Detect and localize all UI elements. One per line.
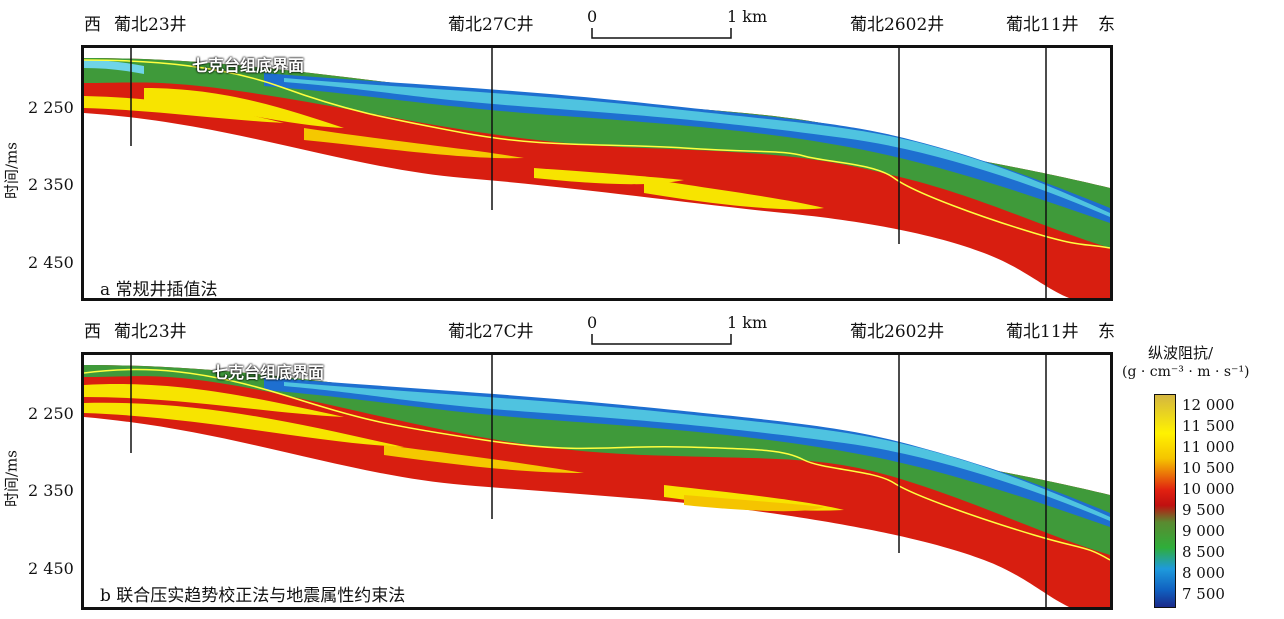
scale-end-a: 1 km (727, 7, 768, 26)
horizon-label-a: 七克台组底界面 (192, 56, 305, 75)
colorbar-tick-7500: 7 500 (1182, 585, 1225, 603)
y-axis-label-a: 时间/ms (2, 142, 21, 199)
y-axis-label-b: 时间/ms (2, 450, 21, 507)
impedance-section-a: 七克台组底界面 a 常规井插值法 (81, 45, 1113, 301)
well-label-pubei23-a: 葡北23井 (114, 15, 187, 35)
east-label-b: 东 (1098, 322, 1115, 342)
well-label-pubei27c-a: 葡北27C井 (448, 15, 534, 35)
colorbar-tick-8500: 8 500 (1182, 543, 1225, 561)
well-label-pubei23-b: 葡北23井 (114, 322, 187, 342)
colorbar-tick-12000: 12 000 (1182, 396, 1235, 414)
impedance-section-b: 七克台组底界面 b 联合压实趋势校正法与地震属性约束法 (81, 352, 1113, 610)
west-label-b: 西 (84, 322, 101, 342)
panel-caption-a: a 常规井插值法 (98, 275, 220, 298)
well-label-pubei2602-b: 葡北2602井 (850, 322, 945, 342)
colorbar-tick-11500: 11 500 (1182, 417, 1235, 435)
scale-start-a: 0 (587, 7, 598, 26)
impedance-section-a-image (84, 48, 1110, 298)
scale-bar-a (591, 28, 732, 39)
colorbar-tick-8000: 8 000 (1182, 564, 1225, 582)
scale-start-b: 0 (587, 313, 598, 332)
colorbar-tick-9500: 9 500 (1182, 501, 1225, 519)
y-tick-a-2250: 2 250 (28, 98, 74, 117)
colorbar-tick-11000: 11 000 (1182, 438, 1235, 456)
legend-title-line2: (g · cm⁻³ · m · s⁻¹) (1122, 364, 1250, 380)
west-label-a: 西 (84, 15, 101, 35)
colorbar-tick-9000: 9 000 (1182, 522, 1225, 540)
y-tick-a-2350: 2 350 (28, 175, 74, 194)
well-label-pubei2602-a: 葡北2602井 (850, 15, 945, 35)
y-tick-b-2250: 2 250 (28, 404, 74, 423)
y-tick-a-2450: 2 450 (28, 253, 74, 272)
east-label-a: 东 (1098, 15, 1115, 35)
impedance-section-b-image (84, 355, 1110, 607)
y-tick-b-2350: 2 350 (28, 481, 74, 500)
well-label-pubei27c-b: 葡北27C井 (448, 322, 534, 342)
panel-caption-b: b 联合压实趋势校正法与地震属性约束法 (98, 581, 408, 606)
colorbar (1154, 394, 1176, 608)
scale-bar-b (591, 334, 732, 345)
colorbar-tick-10500: 10 500 (1182, 459, 1235, 477)
legend-title-line1: 纵波阻抗/ (1148, 344, 1214, 362)
y-tick-b-2450: 2 450 (28, 559, 74, 578)
well-label-pubei11-b: 葡北11井 (1006, 322, 1079, 342)
horizon-label-b: 七克台组底界面 (212, 363, 325, 382)
well-label-pubei11-a: 葡北11井 (1006, 15, 1079, 35)
colorbar-tick-10000: 10 000 (1182, 480, 1235, 498)
scale-end-b: 1 km (727, 313, 768, 332)
